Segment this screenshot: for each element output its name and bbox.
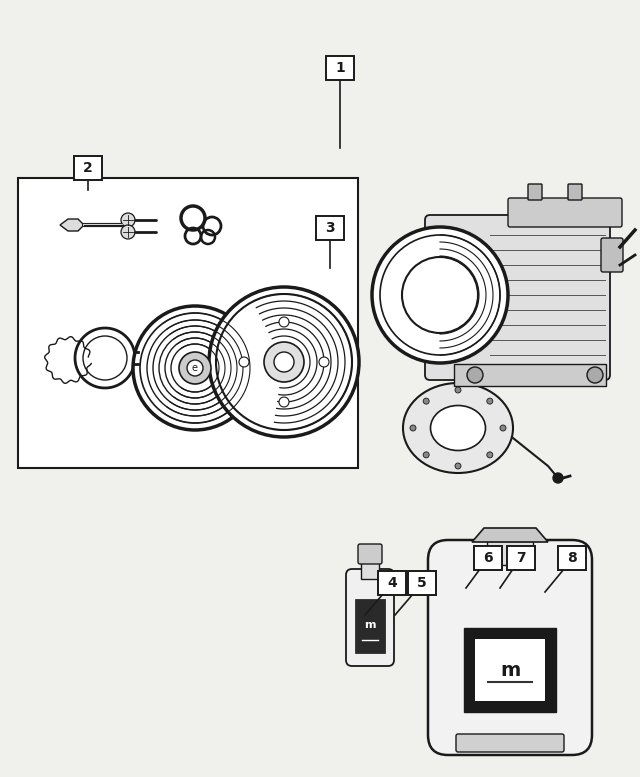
FancyBboxPatch shape xyxy=(316,216,344,240)
Circle shape xyxy=(279,317,289,327)
FancyBboxPatch shape xyxy=(408,571,436,595)
FancyBboxPatch shape xyxy=(558,546,586,570)
Circle shape xyxy=(587,367,603,383)
Text: 4: 4 xyxy=(387,576,397,590)
Circle shape xyxy=(410,425,416,431)
FancyBboxPatch shape xyxy=(355,599,385,653)
Text: 5: 5 xyxy=(417,576,427,590)
FancyBboxPatch shape xyxy=(475,639,545,701)
Circle shape xyxy=(423,452,429,458)
Circle shape xyxy=(423,398,429,404)
Circle shape xyxy=(133,306,257,430)
Circle shape xyxy=(455,463,461,469)
FancyBboxPatch shape xyxy=(507,546,535,570)
FancyBboxPatch shape xyxy=(378,571,406,595)
Polygon shape xyxy=(60,219,84,231)
FancyBboxPatch shape xyxy=(361,559,379,579)
Circle shape xyxy=(121,225,135,239)
Circle shape xyxy=(264,342,304,382)
Circle shape xyxy=(553,473,563,483)
Text: 7: 7 xyxy=(516,551,526,565)
FancyBboxPatch shape xyxy=(456,734,564,752)
Text: 3: 3 xyxy=(325,221,335,235)
Circle shape xyxy=(187,360,203,376)
FancyBboxPatch shape xyxy=(601,238,623,272)
FancyBboxPatch shape xyxy=(454,364,606,386)
Ellipse shape xyxy=(431,406,486,451)
Circle shape xyxy=(239,357,249,367)
Circle shape xyxy=(209,287,359,437)
FancyBboxPatch shape xyxy=(18,178,358,468)
FancyBboxPatch shape xyxy=(326,56,354,80)
FancyBboxPatch shape xyxy=(428,540,592,755)
Circle shape xyxy=(487,452,493,458)
FancyBboxPatch shape xyxy=(508,198,622,227)
Text: m: m xyxy=(500,660,520,680)
FancyBboxPatch shape xyxy=(487,541,533,565)
Text: 2: 2 xyxy=(83,161,93,175)
Circle shape xyxy=(372,227,508,363)
Ellipse shape xyxy=(403,383,513,473)
FancyBboxPatch shape xyxy=(425,215,610,380)
FancyBboxPatch shape xyxy=(568,184,582,200)
Polygon shape xyxy=(472,528,548,542)
Circle shape xyxy=(274,352,294,372)
Text: e: e xyxy=(192,363,198,373)
Text: m: m xyxy=(364,620,376,630)
Circle shape xyxy=(279,397,289,407)
Text: 8: 8 xyxy=(567,551,577,565)
Circle shape xyxy=(179,352,211,384)
Circle shape xyxy=(455,387,461,393)
Circle shape xyxy=(319,357,329,367)
FancyBboxPatch shape xyxy=(528,184,542,200)
FancyBboxPatch shape xyxy=(358,544,382,564)
Circle shape xyxy=(121,213,135,227)
Circle shape xyxy=(402,257,478,333)
FancyBboxPatch shape xyxy=(464,628,556,712)
Circle shape xyxy=(487,398,493,404)
Text: 6: 6 xyxy=(483,551,493,565)
FancyBboxPatch shape xyxy=(474,546,502,570)
FancyBboxPatch shape xyxy=(74,156,102,180)
Circle shape xyxy=(467,367,483,383)
FancyBboxPatch shape xyxy=(346,569,394,666)
Circle shape xyxy=(500,425,506,431)
Text: 1: 1 xyxy=(335,61,345,75)
